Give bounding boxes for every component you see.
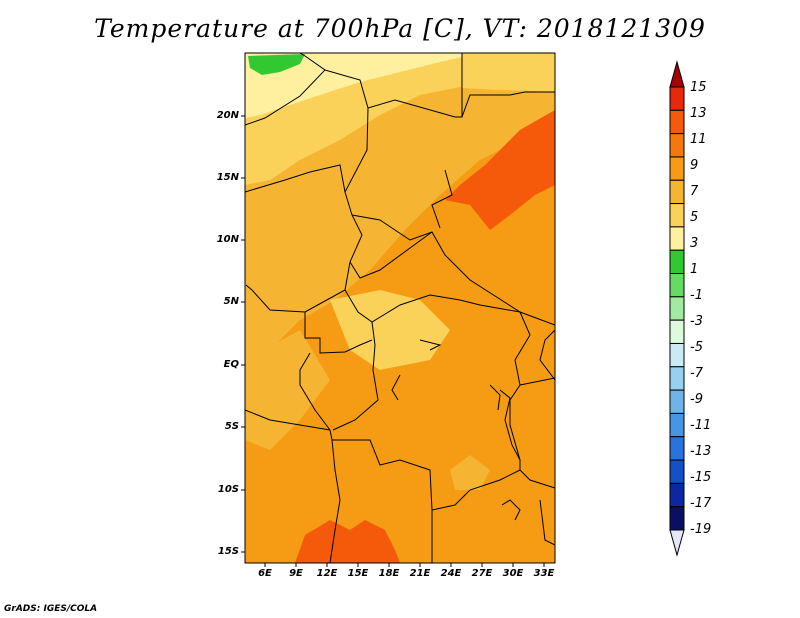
colorbar-label-m17: -17 [690,496,712,511]
colorbar-segment [669,342,685,368]
colorbar-label-m9: -9 [690,392,703,407]
country-borders [245,53,555,563]
colorbar-segment [669,412,685,438]
band-5-7-east [462,53,555,92]
colorbar-segment [669,296,685,321]
colorbar-segment [669,459,685,484]
colorbar-segment [669,203,685,228]
x-label-9e: 9E [289,568,303,579]
y-label-15s: 15S [217,546,239,557]
colorbar-label-m11: -11 [690,418,712,433]
colorbar-label-11: 11 [690,132,707,147]
temperature-field [245,53,555,563]
band-3-5 [245,53,480,118]
colorbar-label-3: 3 [690,236,699,251]
colorbar-segment [669,389,685,414]
colorbar-segment [669,319,685,344]
colorbar-segment [669,366,685,391]
y-ticks [241,115,245,553]
colorbar-label-m5: -5 [690,340,703,355]
x-label-21e: 21E [409,568,431,579]
colorbar-label-1: 1 [690,262,699,277]
colorbar-bottom-arrow [669,529,685,557]
x-label-12e: 12E [316,568,338,579]
map-frame [244,52,556,564]
colorbar-label-m3: -3 [690,314,703,329]
x-label-27e: 27E [471,568,493,579]
x-label-24e: 24E [440,568,462,579]
colorbar-segment [669,179,685,205]
colorbar-segment [669,506,685,531]
colorbar-label-13: 13 [690,106,707,121]
band-1-3 [248,54,305,75]
x-label-6e: 6E [258,568,272,579]
colorbar-label-15: 15 [690,80,707,95]
colorbar-label-m13: -13 [690,444,712,459]
colorbar-label-m15: -15 [690,470,712,485]
y-label-eq: EQ [223,359,239,370]
band-11-13-ne [445,110,555,230]
y-label-15n: 15N [216,172,239,183]
colorbar-segment [669,86,685,111]
colorbar [669,60,685,557]
band-11-13-sw [295,520,400,563]
colorbar-segment [669,436,685,461]
x-label-30e: 30E [502,568,524,579]
band-5-7-center [330,290,450,370]
colorbar-segment [669,226,685,251]
y-label-10n: 10N [216,234,239,245]
y-label-5n: 5N [223,296,239,307]
colorbar-label-5: 5 [690,210,699,225]
x-ticks [264,563,545,567]
x-label-18e: 18E [378,568,400,579]
x-label-33e: 33E [533,568,555,579]
band-7-9-west [245,330,330,450]
colorbar-segment [669,109,685,135]
x-label-15e: 15E [347,568,369,579]
y-label-10s: 10S [217,484,239,495]
grads-credit: GrADS: IGES/COLA [4,604,98,614]
colorbar-label-m19: -19 [690,522,712,537]
colorbar-segment [669,156,685,181]
colorbar-label-9: 9 [690,158,699,173]
y-label-20n: 20N [216,110,239,121]
colorbar-segment [669,273,685,298]
colorbar-label-7: 7 [690,184,699,199]
colorbar-label-m7: -7 [690,366,703,381]
map-title: Temperature at 700hPa [C], VT: 201812130… [94,14,706,43]
colorbar-label-m1: -1 [690,288,703,303]
colorbar-top-arrow [669,60,685,88]
colorbar-segment [669,249,685,275]
y-label-5s: 5S [224,421,239,432]
band-7-9-se [450,455,490,490]
colorbar-segment [669,133,685,158]
colorbar-segment [669,482,685,508]
